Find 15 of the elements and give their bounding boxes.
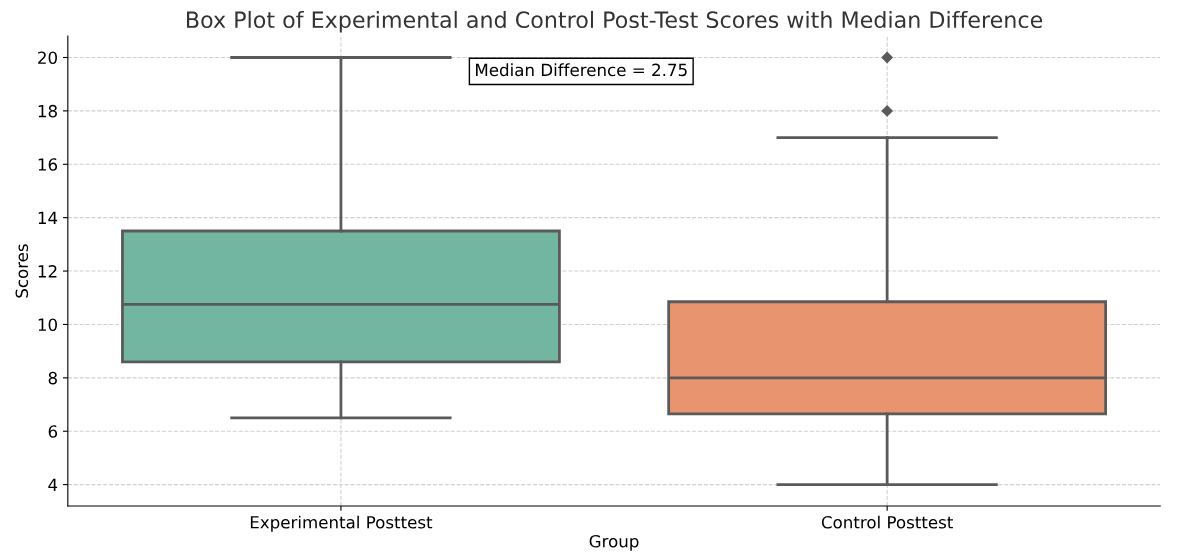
x-axis-title: Group <box>589 534 639 551</box>
y-tick-label: 12 <box>38 265 57 278</box>
y-axis-title: Scores <box>15 244 29 298</box>
x-tick-label: Control Posttest <box>821 515 953 529</box>
y-tick-label: 16 <box>38 158 58 171</box>
y-tick-label: 10 <box>38 318 57 332</box>
y-tick-label: 4 <box>48 478 58 491</box>
y-tick-label: 8 <box>48 371 57 385</box>
x-tick-label: Experimental Posttest <box>250 515 433 532</box>
y-tick-label: 6 <box>48 425 58 438</box>
y-tick-label: 20 <box>38 51 57 65</box>
y-tick-label: 14 <box>38 211 58 224</box>
chart-title: Box Plot of Experimental and Control Post-Test Scores with Median Difference <box>187 10 1043 33</box>
annotation: Median Difference = 2.75 <box>476 63 687 77</box>
y-tick-label: 18 <box>38 104 57 118</box>
